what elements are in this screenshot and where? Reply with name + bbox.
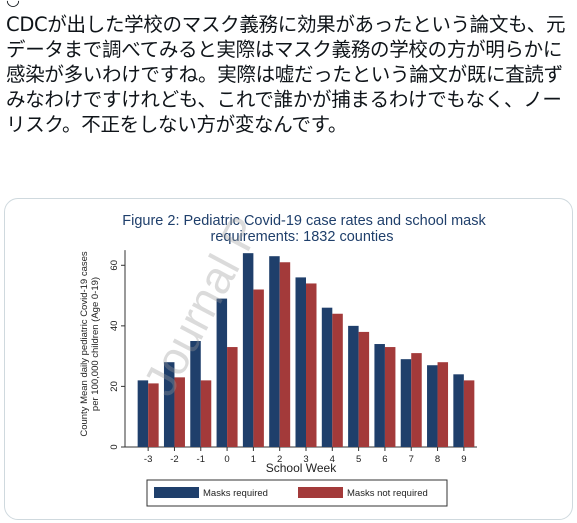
tweet-image-card[interactable]: Figure 2: Pediatric Covid-19 case rates …: [4, 198, 573, 520]
x-tick-label: 7: [409, 454, 414, 465]
y-axis-label-line2: per 100,000 children (Age 0-19): [90, 277, 101, 411]
bar-masks-required: [374, 344, 385, 447]
truncated-avatar-edge: ◡: [6, 0, 20, 9]
x-tick-label: 4: [330, 454, 335, 465]
y-tick-label: 60: [109, 260, 120, 271]
bar-masks-not-required: [148, 383, 159, 447]
x-axis-label: School Week: [266, 461, 337, 475]
bar-masks-not-required: [437, 362, 449, 447]
bar-masks-required: [321, 307, 333, 447]
bar-masks-not-required: [200, 380, 212, 447]
bar-masks-not-required: [306, 283, 317, 447]
bar-masks-required: [295, 277, 306, 447]
bar-masks-required: [348, 325, 359, 447]
x-tick-label: -1: [197, 454, 205, 465]
x-tick-label: -3: [144, 454, 152, 465]
tweet-text: CDCが出した学校のマスク義務に効果があったという論文も、元データまで調べてみる…: [6, 13, 566, 136]
bar-masks-not-required: [384, 347, 396, 447]
bar-masks-required: [190, 341, 201, 447]
y-tick-label: 20: [109, 381, 120, 392]
x-tick-label: -2: [170, 454, 178, 465]
x-tick-label: 9: [461, 454, 466, 465]
legend-swatch-masks-not-required: [298, 487, 343, 498]
y-tick-label: 0: [109, 444, 120, 449]
chart-subtitle: requirements: 1832 counties: [211, 229, 394, 245]
legend: Masks required Masks not required: [146, 479, 448, 507]
bar-masks-not-required: [332, 313, 343, 447]
bar-masks-required: [269, 256, 280, 447]
bar-masks-not-required: [227, 347, 238, 447]
x-tick-label: 2: [277, 454, 282, 465]
y-tick-label: 40: [109, 321, 120, 332]
plot-area: 0 20 40 60 -3 -2 -1 0 1 2 3 4 5 6 7 8 9: [109, 250, 477, 465]
y-axis-label: County Mean daily pediatric Covid-19 cas…: [79, 251, 90, 437]
bar-masks-required: [242, 253, 254, 447]
legend-swatch-masks-required: [154, 487, 199, 498]
chart-title: Figure 2: Pediatric Covid-19 case rates …: [122, 213, 486, 229]
bar-masks-not-required: [411, 353, 422, 447]
bar-masks-required: [427, 365, 438, 447]
bar-masks-not-required: [174, 377, 185, 447]
legend-label-masks-required: Masks required: [203, 488, 268, 499]
bar-masks-required: [453, 374, 464, 447]
bar-masks-required: [216, 298, 228, 447]
x-tick-label: 6: [382, 454, 387, 465]
bar-masks-not-required: [463, 380, 475, 447]
bar-masks-not-required: [279, 262, 291, 447]
x-tick-label: 8: [435, 454, 440, 465]
bar-masks-not-required: [253, 289, 264, 447]
bar-masks-required: [400, 359, 412, 447]
x-tick-label: 0: [224, 454, 229, 465]
x-tick-label: 1: [251, 454, 256, 465]
bar-masks-not-required: [358, 331, 370, 447]
bar-masks-required: [137, 380, 149, 447]
x-tick-label: 5: [356, 454, 361, 465]
bar-chart: Figure 2: Pediatric Covid-19 case rates …: [79, 208, 486, 507]
x-tick-label: 3: [303, 454, 308, 465]
legend-label-masks-not-required: Masks not required: [347, 488, 428, 499]
bar-masks-required: [163, 362, 175, 447]
